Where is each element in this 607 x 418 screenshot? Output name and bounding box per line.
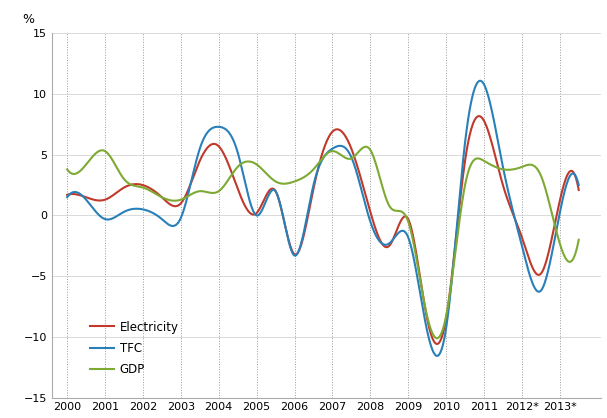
Electricity (64, 192, 71, 197)
Line: TFC: TFC (67, 81, 578, 356)
GDP (270, 178, 277, 183)
TFC (463, 128, 470, 133)
GDP (289, 180, 296, 185)
GDP (415, 270, 422, 275)
Electricity (575, 187, 582, 192)
Electricity (289, 249, 296, 254)
Electricity (116, 188, 123, 193)
Electricity (433, 342, 441, 347)
Text: %: % (22, 13, 34, 26)
GDP (433, 336, 441, 341)
GDP (473, 156, 480, 161)
TFC (64, 195, 71, 200)
GDP (116, 170, 123, 175)
GDP (575, 237, 582, 242)
GDP (463, 173, 470, 178)
TFC (476, 78, 484, 83)
TFC (575, 183, 582, 188)
TFC (433, 353, 441, 358)
Electricity (415, 264, 422, 269)
Electricity (475, 114, 483, 119)
Electricity (463, 148, 470, 153)
Line: GDP: GDP (67, 147, 578, 338)
GDP (64, 167, 71, 172)
TFC (415, 281, 422, 286)
TFC (116, 212, 123, 217)
Line: Electricity: Electricity (67, 116, 578, 344)
TFC (270, 187, 277, 192)
TFC (472, 83, 480, 88)
Legend: Electricity, TFC, GDP: Electricity, TFC, GDP (86, 316, 183, 381)
Electricity (270, 187, 277, 192)
TFC (289, 250, 296, 255)
GDP (362, 144, 369, 149)
Electricity (472, 116, 480, 121)
